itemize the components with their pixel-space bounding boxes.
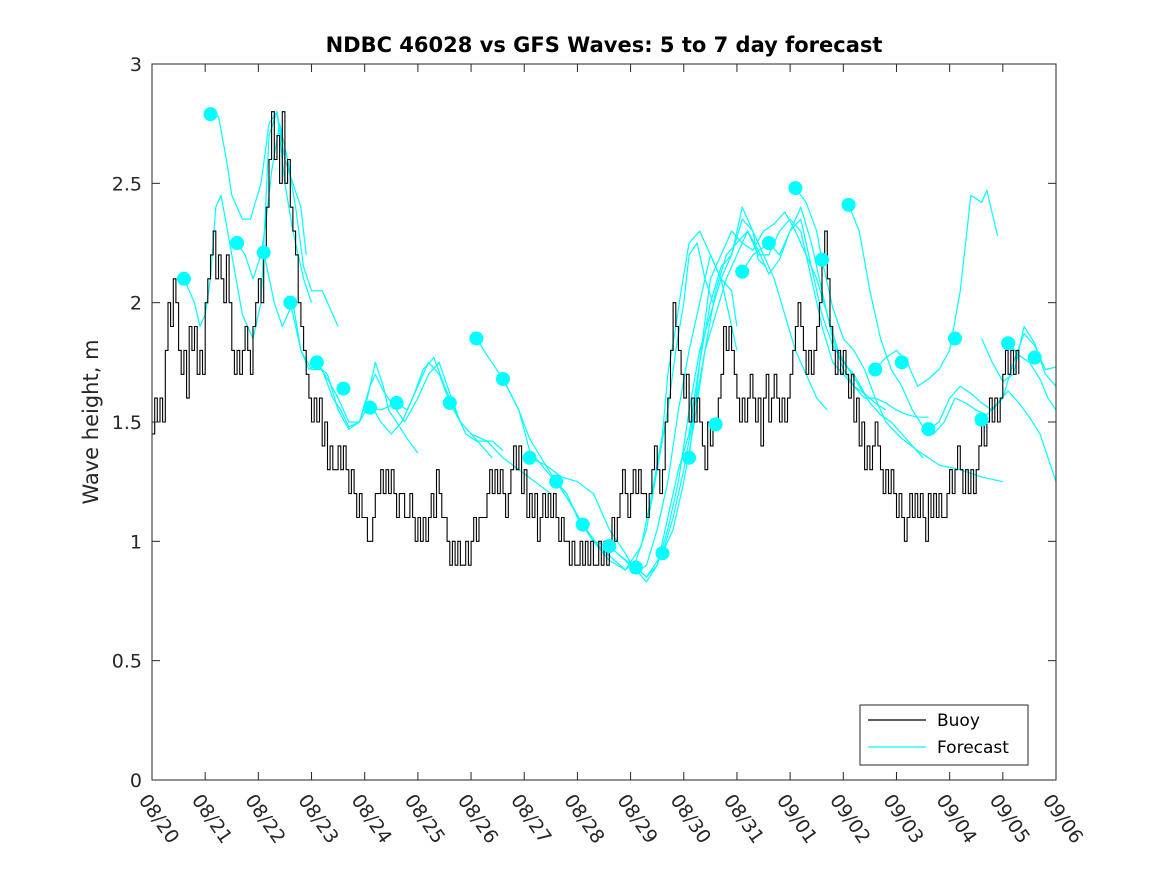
forecast-marker (628, 560, 643, 575)
forecast-marker (230, 236, 245, 250)
forecast-run-line (236, 123, 339, 327)
forecast-marker (682, 450, 697, 465)
forecast-marker (868, 362, 883, 377)
y-tick-label: 1.5 (112, 412, 142, 434)
forecast-marker (522, 450, 537, 465)
buoy-line (152, 111, 1020, 566)
forecast-marker (176, 271, 191, 286)
forecast-marker (469, 331, 484, 346)
forecast-run-line (555, 206, 767, 583)
chart-title: NDBC 46028 vs GFS Waves: 5 to 7 day fore… (326, 33, 883, 57)
forecast-marker (815, 252, 830, 267)
forecast-run-line (1007, 342, 1056, 411)
series-layer (152, 111, 1056, 583)
x-tick-label: 09/01 (772, 790, 821, 847)
x-tick-label: 09/02 (825, 790, 874, 847)
x-tick-label: 08/28 (559, 790, 608, 847)
y-tick-label: 2 (130, 293, 142, 315)
forecast-marker (735, 264, 750, 279)
forecast-marker (256, 245, 271, 260)
x-tick-label: 08/26 (453, 790, 502, 847)
x-tick-label: 09/03 (878, 790, 927, 847)
x-tick-label: 08/29 (612, 790, 661, 847)
forecast-marker (389, 395, 404, 410)
y-tick-label: 0.5 (112, 651, 142, 673)
legend-forecast-label: Forecast (937, 738, 1009, 758)
y-tick-label: 1 (130, 531, 142, 553)
x-tick-label: 08/20 (134, 790, 183, 847)
x-tick-label: 08/21 (187, 790, 236, 847)
x-tick-label: 08/31 (719, 790, 768, 847)
forecast-run-line (183, 111, 313, 340)
forecast-marker (655, 546, 670, 561)
forecast-run-line (210, 111, 307, 255)
forecast-marker (575, 517, 590, 532)
forecast-marker (363, 400, 378, 415)
forecast-marker (203, 107, 218, 122)
x-tick-label: 08/24 (347, 790, 396, 847)
forecast-run-line (289, 302, 493, 459)
x-tick-label: 08/25 (400, 790, 449, 847)
legend: Buoy Forecast (859, 704, 1029, 766)
forecast-marker (336, 381, 351, 396)
forecast-run-line (608, 218, 828, 578)
forecast-run-line (635, 218, 866, 578)
x-tick-label: 08/30 (666, 790, 715, 847)
y-tick-label: 2.5 (112, 173, 142, 195)
forecast-marker (283, 295, 298, 310)
marker-layer (176, 107, 1042, 575)
forecast-run-line (874, 189, 999, 387)
legend-buoy-label: Buoy (937, 711, 980, 731)
forecast-marker (442, 395, 457, 410)
x-tick-label: 09/05 (985, 790, 1034, 847)
plot-background (152, 64, 1056, 780)
forecast-marker (1001, 336, 1016, 351)
forecast-marker (602, 539, 617, 554)
forecast-run-line (502, 242, 714, 571)
x-tick-label: 09/06 (1038, 790, 1087, 847)
x-tick-label: 08/27 (506, 790, 555, 847)
y-axis-label: Wave height, m (79, 339, 103, 504)
y-axis: 0 0.5 1 1.5 2 2.5 3 (112, 54, 1056, 792)
y-tick-label: 0 (130, 770, 142, 792)
forecast-marker (495, 372, 510, 387)
y-tick-label: 3 (130, 54, 142, 76)
forecast-marker (788, 181, 803, 196)
forecast-marker (309, 355, 324, 370)
forecast-marker (1027, 350, 1042, 365)
forecast-marker (841, 197, 856, 212)
plot-area (151, 63, 1057, 781)
legend-box (859, 704, 1029, 766)
forecast-marker (708, 417, 723, 432)
forecast-run-line (475, 230, 738, 571)
forecast-marker (921, 422, 936, 437)
forecast-marker (549, 474, 564, 489)
x-tick-label: 08/23 (293, 790, 342, 847)
forecast-run-line (794, 187, 1003, 483)
forecast-marker (894, 355, 909, 370)
forecast-marker (761, 236, 776, 250)
x-tick-label: 09/04 (932, 790, 981, 847)
forecast-run-line (848, 204, 1056, 482)
forecast-marker (974, 412, 989, 427)
x-tick-label: 08/22 (240, 790, 289, 847)
forecast-marker (947, 331, 962, 346)
forecast-run-line (529, 254, 738, 574)
